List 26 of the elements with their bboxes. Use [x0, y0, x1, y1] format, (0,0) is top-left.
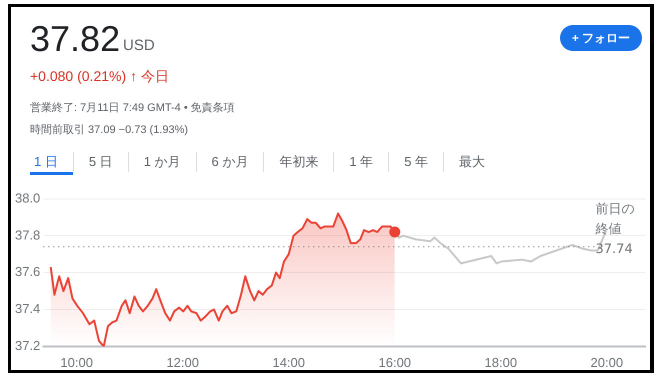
y-tick-label: 37.6: [14, 264, 40, 280]
x-tick-label: 16:00: [378, 354, 412, 370]
y-tick-label: 38.0: [14, 190, 40, 206]
text: 最大: [443, 152, 500, 172]
text: 1 か月: [128, 152, 196, 172]
text: +0.080 (0.21%) ↑ 今日: [30, 68, 169, 86]
x-tick-label: 20:00: [590, 354, 624, 370]
y-tick-label: 37.4: [14, 301, 40, 316]
chart-subtitle: USD: [123, 37, 155, 54]
text: 5 日: [72, 152, 128, 172]
text: 1 日: [30, 152, 73, 175]
text: + フォロー: [560, 25, 642, 51]
text: 営業終了: 7月11日 7:49 GMT-4 • 免責条項: [30, 101, 235, 115]
chart-title: 37.82: [30, 18, 120, 60]
text: 時間前取引 37.09 −0.73 (1.93%): [30, 123, 188, 137]
text: 5 年: [388, 152, 444, 172]
text: 1 年: [333, 152, 388, 172]
x-tick-label: 14:00: [272, 354, 306, 370]
x-tick-label: 10:00: [60, 354, 93, 370]
x-tick-label: 18:00: [484, 354, 518, 370]
x-tick-label: 12:00: [166, 354, 199, 370]
text: 年初来: [263, 152, 334, 172]
text: 6 か月: [196, 152, 264, 172]
ref-line-label: 前日の終値 37.74: [594, 202, 634, 258]
y-tick-label: 37.8: [14, 227, 40, 242]
y-tick-label: 37.2: [14, 338, 40, 353]
